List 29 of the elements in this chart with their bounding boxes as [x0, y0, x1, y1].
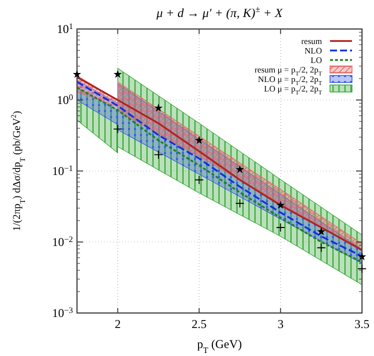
point — [358, 252, 366, 260]
point — [194, 175, 204, 184]
chart-title: μ + d → μ′ + (π, K)$^{±}$ + X — [156, 4, 284, 20]
point — [72, 70, 82, 78]
y-tick-label: 10$^{−1}$ — [52, 164, 73, 178]
point — [113, 124, 122, 134]
x-tick-label: 3.5 — [354, 317, 370, 331]
point — [154, 104, 163, 112]
point — [194, 136, 204, 144]
legend-label: NLO — [304, 46, 322, 56]
legend-label: resum — [301, 36, 322, 46]
legend-label: LO — [310, 55, 322, 65]
x-axis-title: p$_{T}$ (GeV) — [197, 337, 242, 354]
y-tick-label: 10$^{1}$ — [56, 22, 73, 36]
point — [317, 227, 326, 236]
y-tick-label: 10$^{−3}$ — [52, 306, 73, 320]
point — [316, 243, 326, 252]
point — [276, 222, 286, 232]
x-tick-label: 2 — [114, 317, 121, 331]
point — [236, 165, 244, 174]
point — [114, 70, 122, 78]
point — [276, 200, 285, 209]
y-tick-label: 10$^{0}$ — [56, 92, 73, 107]
point — [235, 198, 244, 208]
y-tick-label: 10$^{−2}$ — [52, 234, 73, 249]
point — [154, 150, 163, 160]
point — [357, 264, 367, 274]
x-tick-label: 2.5 — [192, 317, 207, 331]
x-tick-label: 3 — [278, 317, 284, 331]
